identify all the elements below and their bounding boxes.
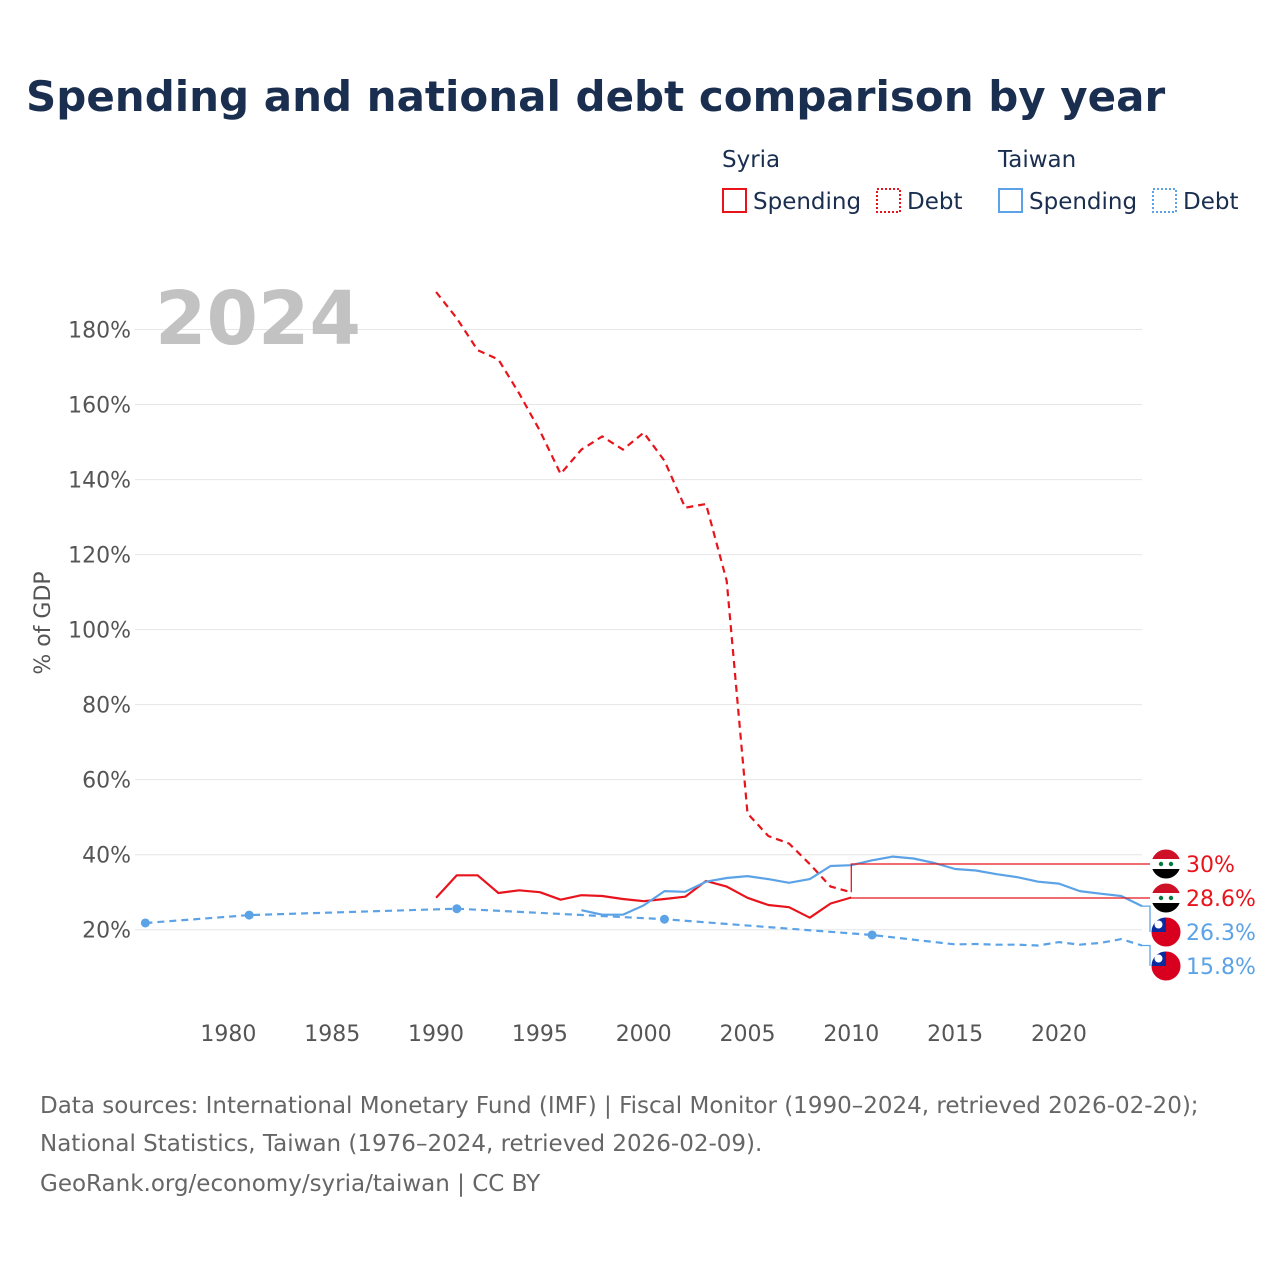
taiwan-flag-icon	[1150, 950, 1182, 982]
legend-swatch-syria-debt	[876, 188, 901, 213]
end-connector-syria	[850, 863, 1150, 893]
legend-group-syria: Syria	[722, 147, 780, 173]
end-label-syria: 28.6%	[1186, 887, 1256, 912]
legend-swatch-taiwan-debt	[1152, 188, 1177, 213]
series-line-syria-debt	[435, 291, 852, 894]
taiwan-flag-icon	[1150, 916, 1182, 948]
series-line-taiwan-debt	[145, 907, 1143, 947]
y-tick-label: 20%	[82, 919, 131, 944]
footer-attribution: GeoRank.org/economy/syria/taiwan | CC BY	[40, 1171, 541, 1197]
legend-label-taiwan-spending: Spending	[1029, 189, 1137, 215]
grid-lines	[135, 329, 1142, 931]
series-marker-taiwan-debt	[244, 910, 254, 920]
footer-sources-line1: Data sources: International Monetary Fun…	[40, 1093, 1199, 1119]
y-tick-label: 160%	[68, 394, 131, 419]
x-tick-label: 1985	[304, 1022, 360, 1047]
end-connector-taiwan	[1142, 905, 1151, 932]
end-label-syria: 30%	[1186, 853, 1235, 878]
x-tick-label: 2010	[823, 1022, 879, 1047]
end-label-taiwan: 15.8%	[1186, 955, 1256, 980]
syria-flag-icon	[1150, 848, 1182, 880]
y-tick-label: 120%	[68, 544, 131, 569]
end-labels: 30% 28.6% 26.3% 15.8%	[1186, 853, 1256, 980]
series-marker-taiwan-debt	[140, 918, 150, 928]
x-tick-label: 2020	[1031, 1022, 1087, 1047]
y-axis-ticks: 20% 40% 60% 80% 100% 120% 140% 160% 180%	[68, 319, 131, 944]
series-marker-taiwan-debt	[659, 914, 669, 924]
syria-flag-icon	[1150, 882, 1182, 914]
x-tick-label: 2005	[720, 1022, 776, 1047]
x-tick-label: 2000	[616, 1022, 672, 1047]
end-connector-syria	[850, 897, 1150, 899]
x-tick-label: 1995	[512, 1022, 568, 1047]
current-year-label: 2024	[155, 276, 361, 362]
end-label-taiwan: 26.3%	[1186, 921, 1256, 946]
x-tick-label: 2015	[927, 1022, 983, 1047]
y-tick-label: 80%	[82, 694, 131, 719]
footer-sources-line2: National Statistics, Taiwan (1976–2024, …	[40, 1131, 762, 1157]
legend-label-syria-debt: Debt	[907, 189, 962, 215]
y-tick-label: 40%	[82, 844, 131, 869]
y-axis-label: % of GDP	[31, 571, 56, 674]
end-connector-taiwan	[1142, 944, 1151, 966]
y-tick-label: 140%	[68, 469, 131, 494]
series-marker-taiwan-debt	[452, 904, 462, 914]
chart-title: Spending and national debt comparison by…	[26, 72, 1165, 121]
y-tick-label: 100%	[68, 619, 131, 644]
end-flags	[1150, 848, 1182, 982]
series-lines	[145, 291, 1143, 947]
legend-label-taiwan-debt: Debt	[1183, 189, 1238, 215]
series-line-taiwan-spending	[581, 855, 1143, 916]
x-tick-label: 1980	[200, 1022, 256, 1047]
y-tick-label: 60%	[82, 769, 131, 794]
y-tick-label: 180%	[68, 319, 131, 344]
series-marker-taiwan-debt	[867, 930, 877, 940]
end-connectors	[850, 863, 1151, 966]
legend-swatch-taiwan-spending	[998, 188, 1023, 213]
x-tick-label: 1990	[408, 1022, 464, 1047]
legend: Syria Spending Debt Taiwan Spending Debt	[722, 147, 1238, 215]
legend-swatch-syria-spending	[722, 188, 747, 213]
legend-group-taiwan: Taiwan	[997, 147, 1076, 173]
x-axis-ticks: 1980 1985 1990 1995 2000 2005 2010 2015 2020	[200, 1022, 1087, 1047]
series-markers	[140, 904, 877, 940]
series-line-syria-spending	[435, 874, 852, 919]
legend-label-syria-spending: Spending	[753, 189, 861, 215]
